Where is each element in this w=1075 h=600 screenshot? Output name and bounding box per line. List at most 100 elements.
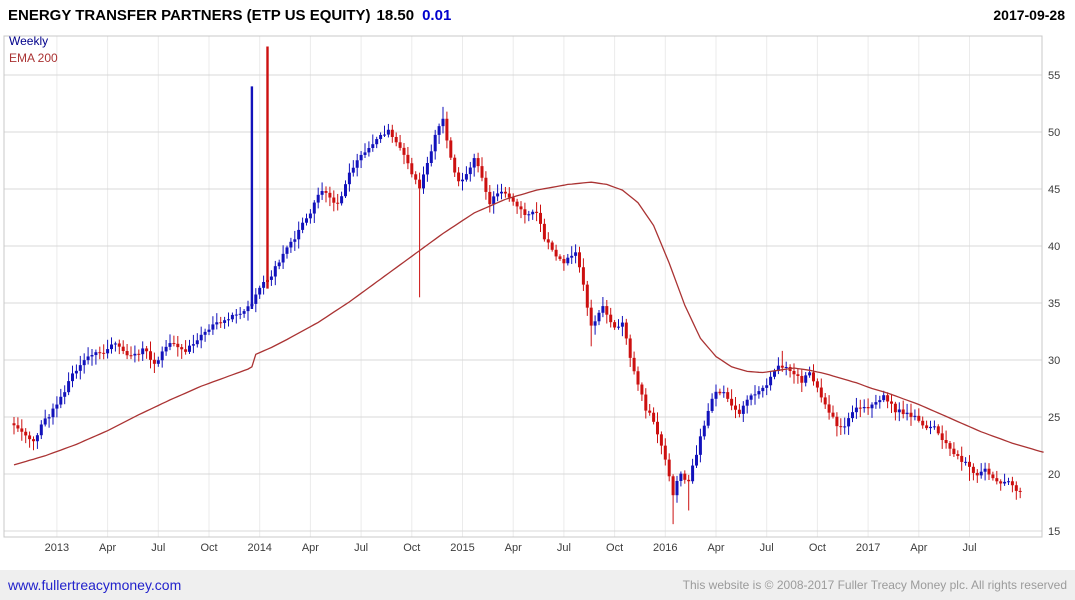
candle-body [379,135,383,140]
candle-body [531,211,535,215]
x-axis-label: Apr [99,542,116,554]
candle-body [273,266,277,277]
candle-body [266,279,269,283]
candle-body [921,420,925,426]
candle-body [979,471,983,476]
candle-body [371,144,375,148]
candle-body [574,252,578,256]
candle-body [121,346,125,352]
candle-body [964,461,968,463]
candle-body [168,343,172,347]
candle-body [242,311,246,314]
candle-body [866,407,870,409]
y-axis-label: 45 [1048,184,1060,196]
candle-body [35,435,39,442]
candle-body [952,448,956,455]
candle-body [340,196,344,204]
candle-body [539,212,542,224]
candle-body [94,352,98,356]
candle-body [445,118,449,141]
candle-body [644,394,648,411]
candle-body [461,179,464,182]
candle-body [667,459,671,477]
candle-body [74,370,78,374]
candle-body [16,425,20,429]
candle-body [386,129,390,135]
candle-body [160,351,164,361]
candle-body [347,172,351,185]
x-axis-label: 2016 [653,542,677,554]
candle-body [129,355,133,357]
candle-body [897,409,901,413]
candle-body [238,313,242,315]
candle-body [86,356,90,361]
candle-body [683,473,687,480]
x-axis-label: Apr [505,542,522,554]
candle-body [831,412,835,417]
candle-body [562,258,566,264]
candle-body [808,372,812,376]
candle-body [277,262,281,267]
candle-body [800,375,804,383]
instrument-title: ENERGY TRANSFER PARTNERS (ETP US EQUITY) [8,6,371,24]
candle-body [195,340,199,345]
candle-body [913,415,917,417]
candle-body [956,454,960,456]
candle-body [137,353,141,355]
candle-body [546,239,550,243]
candle-body [535,211,539,213]
timeframe-label: Weekly [9,34,49,48]
candle-body [425,162,429,175]
y-axis-label: 25 [1048,412,1060,424]
candle-body [301,222,305,230]
candle-body [753,394,757,396]
candle-body [854,407,858,413]
candle-body [901,409,905,415]
candle-body [679,473,683,481]
candle-body [285,247,289,254]
candle-body [960,455,964,462]
candle-body [63,392,67,397]
candle-body [328,192,332,198]
candle-body [784,367,788,369]
candle-body [675,480,679,496]
candle-body [219,322,223,324]
candle-body [862,407,866,409]
candle-body [710,398,714,411]
candle-body [246,306,250,312]
candle-body [472,158,476,168]
candle-body [344,184,347,197]
candle-body [745,399,749,406]
candle-body [367,147,371,153]
candle-body [691,465,695,482]
candle-body [418,179,422,189]
candle-body [718,391,722,394]
candle-body [20,428,24,432]
candle-body [500,191,503,194]
candle-body [293,239,297,242]
candle-body [113,343,117,345]
candle-body [375,139,379,145]
candle-body [975,472,979,476]
candle-body [702,425,706,437]
x-axis-label: 2013 [45,542,69,554]
site-link[interactable]: www.fullertreacymoney.com [8,577,182,593]
page-title: ENERGY TRANSFER PARTNERS (ETP US EQUITY)… [8,7,451,24]
candle-body [730,398,734,406]
candle-body [550,242,554,250]
candle-body [613,322,617,328]
candle-body [106,349,110,354]
candle-body [632,357,636,372]
candle-body [402,147,406,155]
candle-body [24,431,28,436]
candle-body [620,322,624,327]
candle-body [383,134,386,136]
candle-body [812,372,815,382]
candle-body [351,167,355,173]
candle-body [390,129,394,137]
chart-area: 2013 Apr Jul Oct 2014 Apr Jul Oct 2015 Apr Jul Oct 2… [0,28,1075,570]
candle-body [905,412,909,415]
y-axis-label: 40 [1048,241,1060,253]
candle-body [199,334,203,341]
candle-body [558,256,562,259]
